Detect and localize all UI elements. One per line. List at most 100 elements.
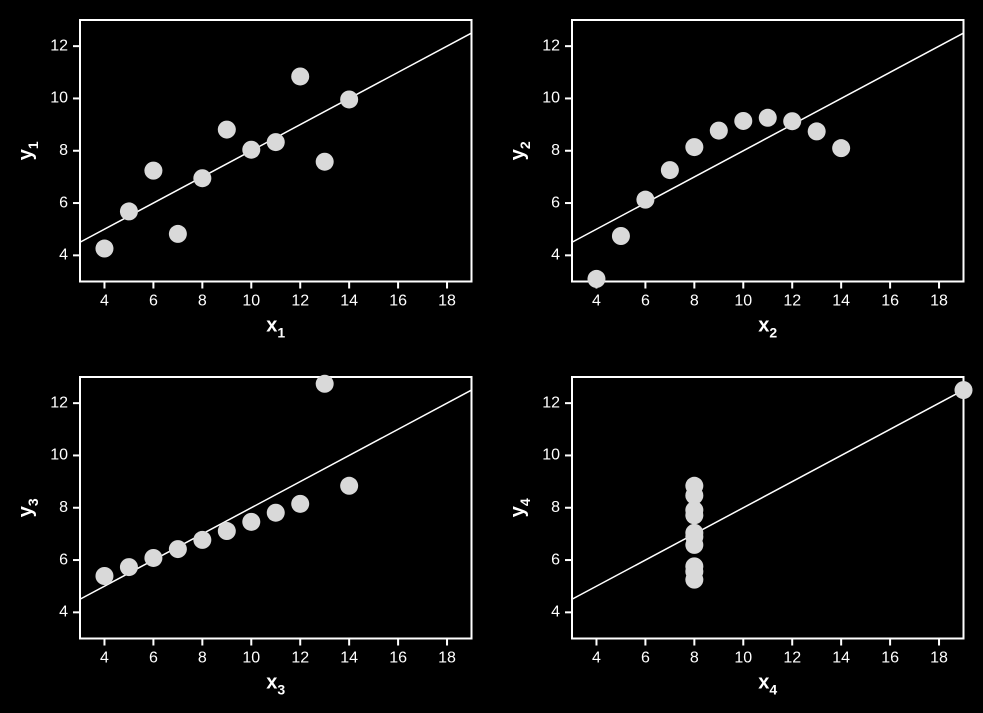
scatter-point (144, 162, 162, 180)
x-tick-label: 12 (783, 649, 801, 666)
scatter-point (685, 501, 703, 519)
y-axis-title: y2 (507, 141, 533, 160)
plot-box (572, 20, 964, 282)
x-tick-label: 10 (734, 293, 752, 310)
x-tick-label: 18 (438, 649, 456, 666)
x-tick-label: 6 (640, 293, 649, 310)
y-tick-label: 8 (551, 498, 560, 515)
scatter-point (242, 141, 260, 159)
scatter-point (685, 138, 703, 156)
y-tick-label: 6 (59, 194, 68, 211)
scatter-point (758, 109, 776, 127)
scatter-point (218, 121, 236, 139)
x-tick-label: 6 (640, 649, 649, 666)
x-tick-label: 16 (881, 293, 899, 310)
x-tick-label: 8 (198, 293, 207, 310)
x-tick-label: 12 (783, 293, 801, 310)
y-tick-label: 10 (542, 446, 560, 463)
x-tick-label: 8 (689, 293, 698, 310)
scatter-point (218, 522, 236, 540)
y-tick-label: 4 (551, 603, 560, 620)
x-tick-label: 16 (389, 649, 407, 666)
scatter-point (783, 112, 801, 130)
scatter-point (242, 512, 260, 530)
scatter-point (169, 540, 187, 558)
panel-1: 46810121416184681012x1y1 (0, 0, 492, 357)
x-tick-label: 12 (291, 293, 309, 310)
scatter-point (709, 122, 727, 140)
y-tick-label: 4 (59, 603, 68, 620)
scatter-point (316, 153, 334, 171)
panel-2: 46810121416184681012x2y2 (492, 0, 983, 357)
chart-grid: 4 6 8 10 12 14 16 18 4 6 8 10 12 x1 y1 4 6 8 10 12 14 16 18 4 6… (0, 0, 983, 713)
y-tick-label: 12 (50, 37, 68, 54)
scatter-point (120, 558, 138, 576)
scatter-point (144, 548, 162, 566)
y-tick-label: 10 (50, 90, 68, 107)
y-tick-label: 12 (542, 394, 560, 411)
x-tick-label: 10 (242, 649, 260, 666)
scatter-point (807, 122, 825, 140)
x-tick-label: 14 (340, 293, 358, 310)
scatter-point (636, 191, 654, 209)
x-tick-label: 8 (198, 649, 207, 666)
x-tick-label: 8 (689, 649, 698, 666)
x-tick-label: 6 (149, 293, 158, 310)
scatter-point (660, 161, 678, 179)
x-tick-label: 18 (930, 293, 948, 310)
y-tick-label: 6 (59, 551, 68, 568)
y-tick-label: 8 (59, 142, 68, 159)
x-tick-label: 4 (592, 293, 601, 310)
x-tick-label: 14 (832, 293, 850, 310)
scatter-point (734, 112, 752, 130)
regression-line (572, 33, 964, 242)
x-axis-title: x1 (266, 315, 285, 341)
scatter-point (316, 374, 334, 392)
scatter-point (95, 240, 113, 258)
y-tick-label: 10 (50, 446, 68, 463)
scatter-point (954, 381, 972, 399)
scatter-point (340, 90, 358, 108)
regression-line (80, 390, 472, 599)
x-tick-label: 10 (734, 649, 752, 666)
scatter-point (267, 133, 285, 151)
y-tick-label: 10 (542, 90, 560, 107)
x-tick-label: 12 (291, 649, 309, 666)
scatter-point (611, 227, 629, 245)
panel-3: 4 6 8 10 12 14 16 18 4 6 8 10 12 x3 y3 (0, 357, 492, 713)
y-tick-label: 8 (551, 142, 560, 159)
y-axis-title: y3 (15, 498, 41, 517)
scatter-point (832, 139, 850, 157)
scatter-point (685, 527, 703, 545)
scatter-point (267, 503, 285, 521)
y-tick-label: 4 (551, 247, 560, 264)
scatter-point (685, 562, 703, 580)
panel-4: 46810121416184681012x4y4 (492, 357, 983, 713)
x-tick-label: 6 (149, 649, 158, 666)
y-tick-label: 6 (551, 194, 560, 211)
x-tick-label: 16 (881, 649, 899, 666)
y-tick-label: 4 (59, 247, 68, 264)
y-axis-title: y1 (15, 141, 41, 160)
y-tick-label: 8 (59, 498, 68, 515)
x-tick-label: 18 (438, 293, 456, 310)
y-tick-label: 12 (542, 37, 560, 54)
x-tick-label: 4 (592, 649, 601, 666)
regression-line (572, 390, 964, 599)
scatter-point (291, 67, 309, 85)
scatter-point (120, 202, 138, 220)
x-axis-title: x3 (266, 671, 285, 697)
scatter-point (169, 225, 187, 243)
scatter-point (193, 169, 211, 187)
x-axis-title: x4 (758, 671, 777, 697)
scatter-point (340, 476, 358, 494)
x-tick-label: 14 (340, 649, 358, 666)
x-tick-label: 14 (832, 649, 850, 666)
x-tick-label: 4 (100, 293, 109, 310)
x-tick-label: 4 (100, 649, 109, 666)
scatter-point (291, 494, 309, 512)
scatter-point (587, 270, 605, 288)
y-tick-label: 12 (50, 394, 68, 411)
y-tick-label: 6 (551, 551, 560, 568)
y-axis-title: y4 (507, 498, 533, 517)
